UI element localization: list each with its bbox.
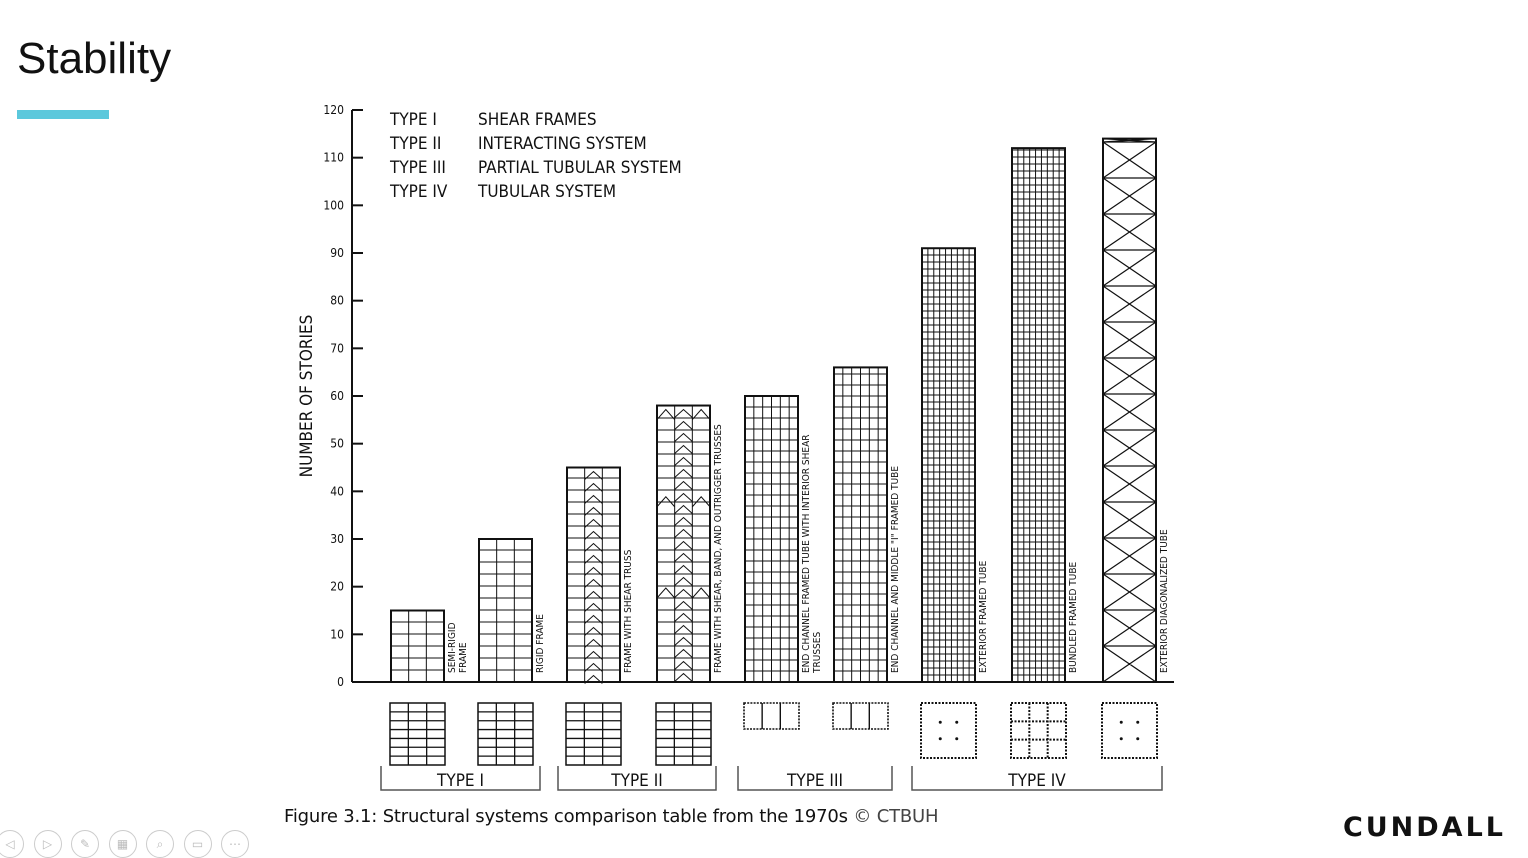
plan-icon [1101,702,1158,759]
bar: EXTERIOR FRAMED TUBE [921,247,989,683]
plan-icon [920,702,977,759]
cundall-logo: CUNDALL [1342,812,1506,843]
y-tick-label: 30 [330,532,344,546]
bar-label: SEMI-RIGID [447,622,458,673]
subtitles-icon[interactable]: ▭ [183,830,212,858]
plan-icon [655,702,712,766]
bar: RIGID FRAME [478,538,546,683]
bar-outline [1011,147,1066,683]
bar: EXTERIOR DIAGONALIZED TUBE [1102,137,1170,684]
bar-label: EXTERIOR FRAMED TUBE [978,560,989,673]
y-tick-label: 120 [323,103,344,117]
plan-icon [1010,702,1067,759]
legend-type: TYPE III [389,158,446,178]
type-group-bracket: TYPE I [380,766,541,791]
y-tick-label: 90 [330,246,344,260]
bar-label: TRUSSES [812,632,823,674]
plan-icon [832,702,889,730]
plan-icon [389,702,446,766]
y-tick-label: 20 [330,580,344,594]
legend-name: TUBULAR SYSTEM [477,182,616,202]
bar-label: RIGID FRAME [535,614,546,673]
pen-icon[interactable]: ✎ [71,830,99,858]
y-tick-label: 40 [330,484,344,498]
title-accent-bar [17,110,109,119]
y-tick-label: 0 [337,675,344,689]
y-axis-label: NUMBER OF STORIES [297,315,317,478]
type-group-bracket: TYPE II [557,766,717,791]
bar-label: END CHANNEL AND MIDDLE "I" FRAMED TUBE [890,466,901,673]
y-tick-label: 10 [330,627,344,641]
bar-outline [566,466,621,683]
y-tick-label: 100 [323,198,344,212]
slide-title: Stability [17,34,172,83]
type-group-bracket: TYPE III [737,766,893,791]
bar: FRAME WITH SHEAR, BAND, AND OUTRIGGER TR… [656,404,724,683]
y-tick-label: 80 [330,294,344,308]
y-tick-label: 50 [330,437,344,451]
legend-name: PARTIAL TUBULAR SYSTEM [478,158,682,178]
type-group-label: TYPE IV [1007,771,1066,791]
type-group-label: TYPE II [610,771,662,791]
y-tick-label: 60 [330,389,344,403]
legend-type: TYPE I [389,110,437,130]
caption-copyright: © CTBUH [853,806,939,827]
bar-label: END CHANNEL FRAMED TUBE WITH INTERIOR SH… [801,435,812,673]
bar: FRAME WITH SHEAR TRUSS [566,466,634,684]
next-icon[interactable]: ▷ [33,830,62,858]
caption-text: Figure 3.1: Structural systems compariso… [284,806,854,827]
bar-label: FRAME WITH SHEAR TRUSS [623,549,634,673]
slides-grid-icon[interactable]: ▦ [108,830,137,858]
bar: BUNDLED FRAMED TUBE [1011,147,1079,683]
bar: END CHANNEL AND MIDDLE "I" FRAMED TUBE [833,366,901,683]
zoom-icon[interactable]: ⌕ [146,830,174,858]
stories-chart: 0 10 20 30 40 50 60 70 80 90 100 110 120 NUMBER OF ST… [297,103,1174,791]
legend-name: INTERACTING SYSTEM [478,134,647,154]
type-group-bracket: TYPE IV [911,766,1163,791]
bar: SEMI-RIGID FRAME [390,609,469,683]
bar-label: FRAME WITH SHEAR, BAND, AND OUTRIGGER TR… [713,424,724,673]
bar-outline [656,404,711,683]
legend-name: SHEAR FRAMES [478,110,597,130]
y-tick-label: 110 [323,151,344,165]
y-tick-label: 70 [330,341,344,355]
bar-label: FRAME [458,642,469,673]
plan-icon [565,702,622,766]
previous-icon[interactable]: ◁ [0,830,24,858]
legend-type: TYPE IV [389,182,448,202]
bar-label: EXTERIOR DIAGONALIZED TUBE [1159,529,1170,673]
type-group-label: TYPE I [436,771,484,791]
bar-label: BUNDLED FRAMED TUBE [1068,561,1079,673]
legend-type: TYPE II [389,134,441,154]
figure-caption: Figure 3.1: Structural systems compariso… [284,806,939,827]
plan-icon [743,702,800,730]
more-icon[interactable]: ⋯ [221,830,249,858]
plan-icon [477,702,534,766]
type-group-label: TYPE III [786,771,843,791]
bar: END CHANNEL FRAMED TUBE WITH INTERIOR SH… [744,395,823,683]
